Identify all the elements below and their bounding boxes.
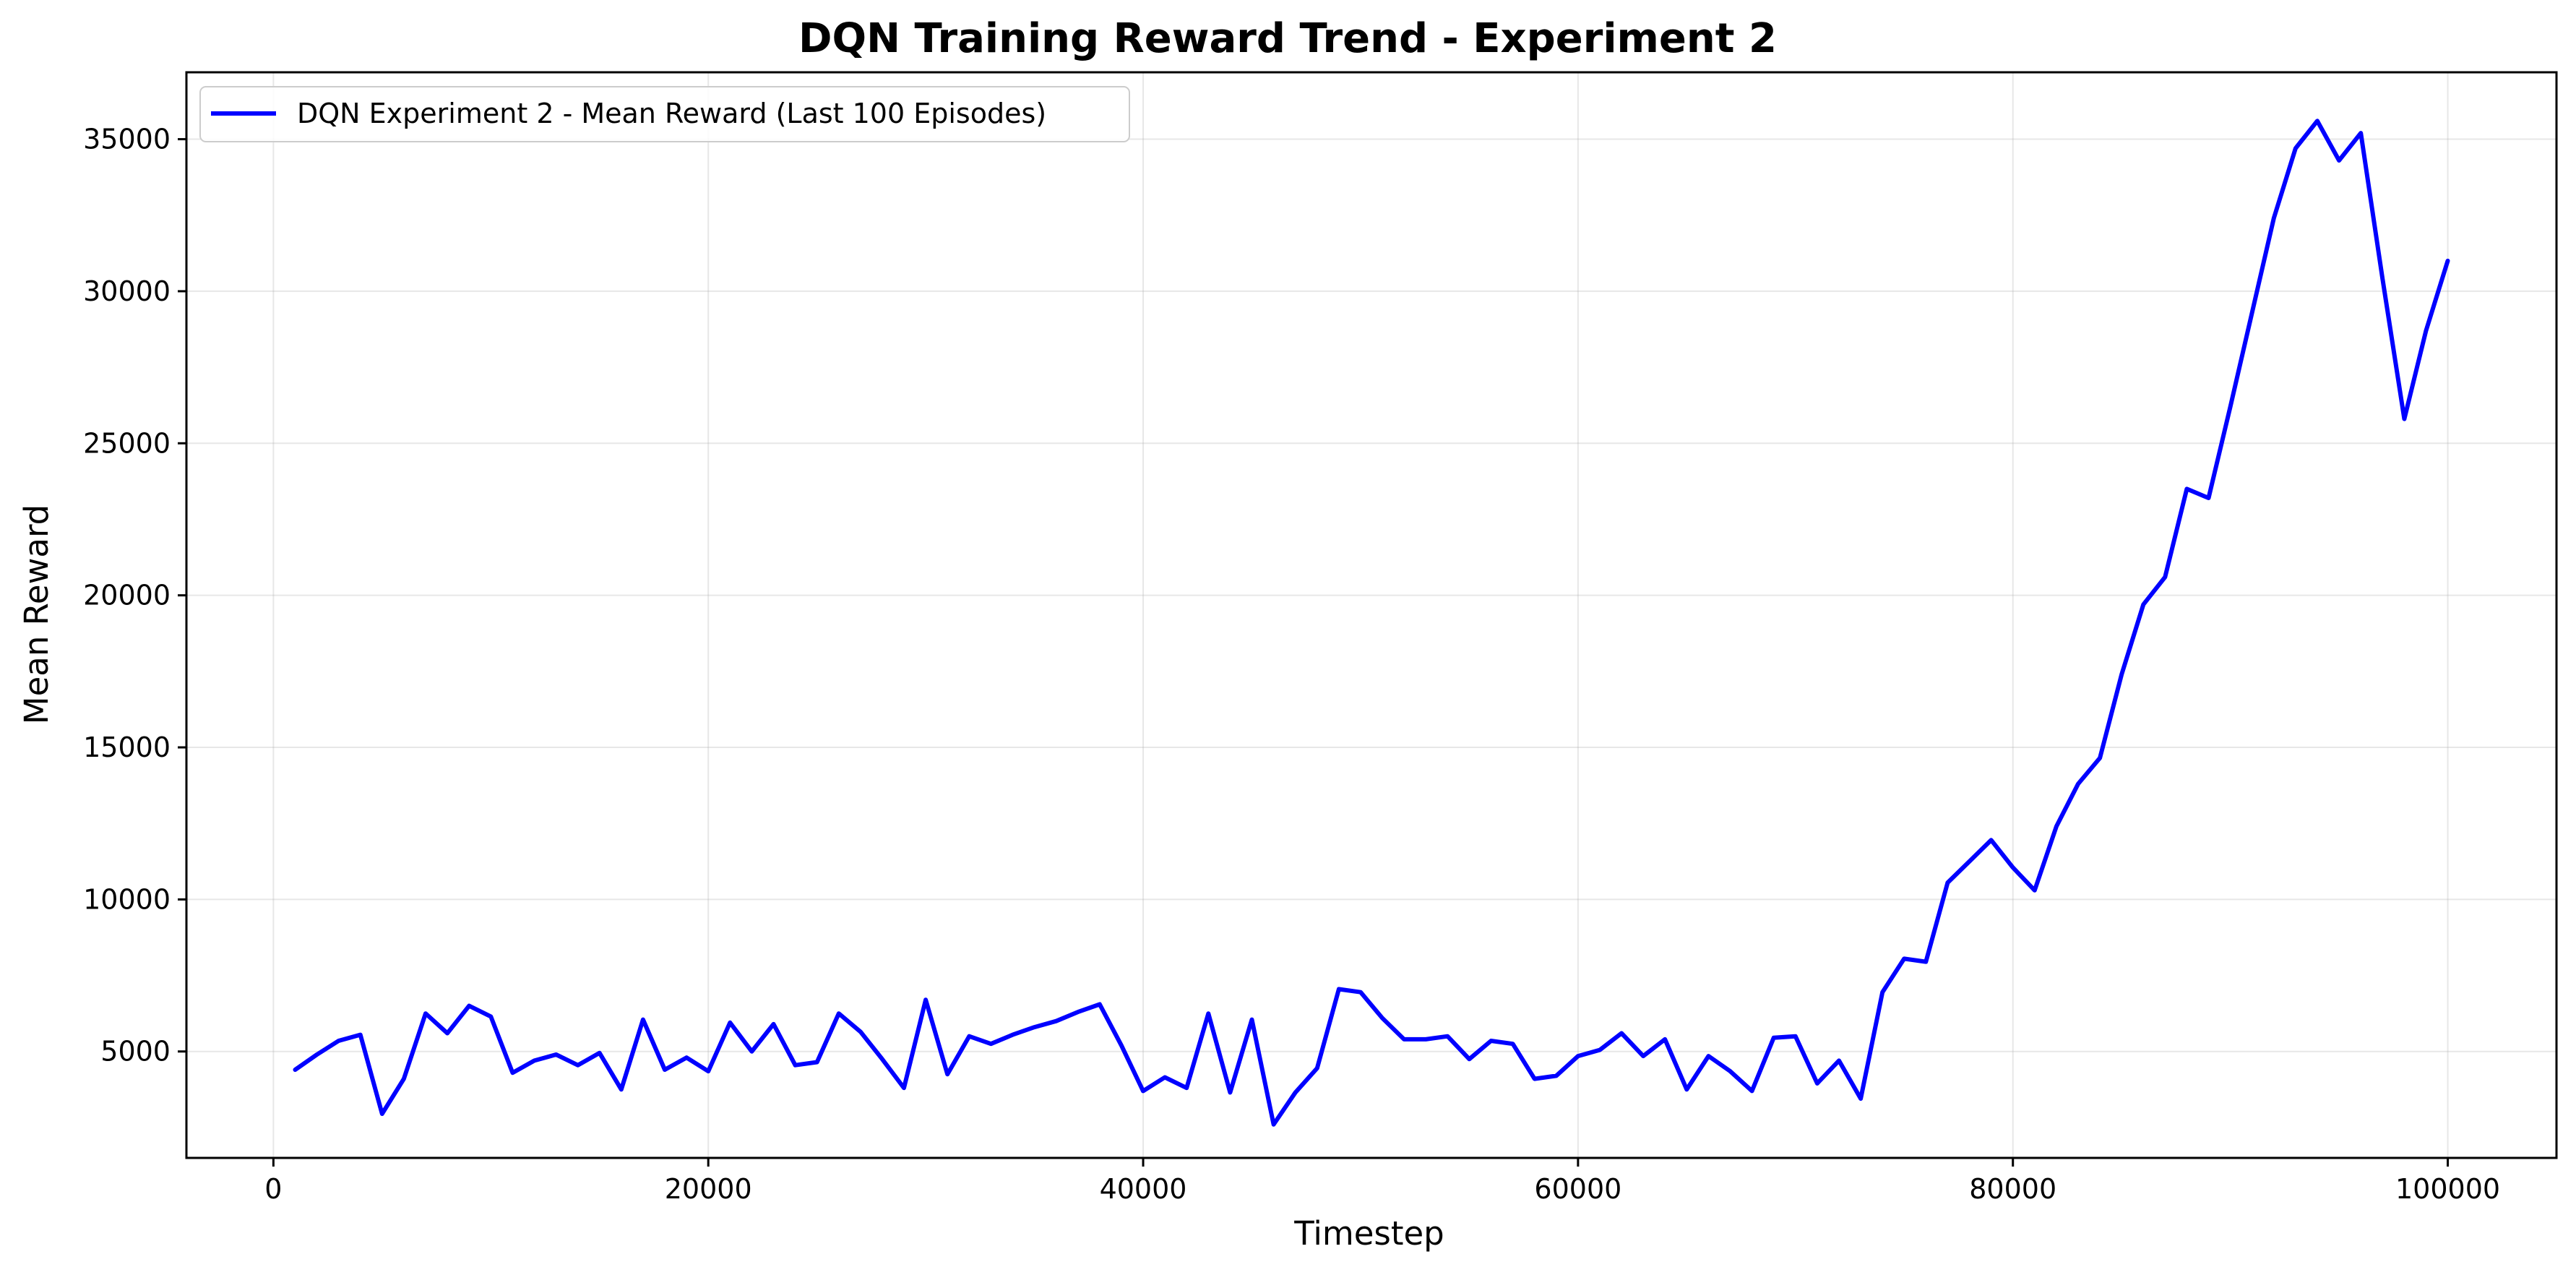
series-line (293, 119, 2450, 1127)
x-tick-label: 0 (264, 1173, 282, 1205)
y-tick-label: 25000 (83, 427, 171, 459)
x-axis-label: Timestep (1293, 1214, 1444, 1253)
x-tick-label: 40000 (1100, 1173, 1187, 1205)
y-tick-label: 10000 (83, 883, 171, 915)
axes-frame (185, 71, 2558, 1159)
x-axis-ticks: 0 20000 40000 60000 80000 100000 (264, 1158, 2500, 1205)
y-axis-ticks: 5000 10000 15000 20000 25000 30000 35000 (83, 124, 186, 1068)
y-tick-label: 35000 (83, 124, 171, 155)
x-tick-label: 20000 (665, 1173, 752, 1205)
chart-title: DQN Training Reward Trend - Experiment 2 (798, 15, 1777, 62)
y-tick-label: 15000 (83, 731, 171, 763)
y-tick-label: 5000 (100, 1036, 171, 1068)
legend: DQN Experiment 2 - Mean Reward (Last 100… (199, 86, 1130, 142)
x-tick-label: 100000 (2395, 1173, 2500, 1205)
legend-label: DQN Experiment 2 - Mean Reward (Last 100… (297, 98, 1046, 129)
x-tick-label: 60000 (1534, 1173, 1621, 1205)
y-tick-label: 30000 (83, 275, 171, 307)
plot-area (293, 119, 2450, 1127)
y-tick-label: 20000 (83, 580, 171, 611)
y-axis-label: Mean Reward (17, 505, 56, 725)
grid (186, 72, 2556, 1158)
legend-box (199, 86, 1130, 142)
x-tick-label: 80000 (1969, 1173, 2056, 1205)
